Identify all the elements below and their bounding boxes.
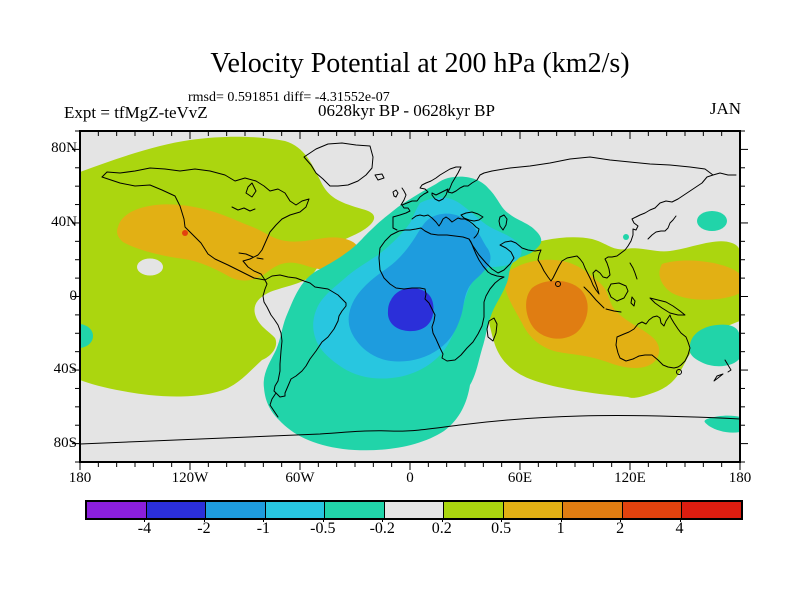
y-axis-tick-label: 80N [51,140,77,157]
y-axis-tick-label: 0 [69,287,78,304]
colorbar-boundary-tick [322,518,324,522]
colorbar-segment [265,502,326,518]
y-axis-tick-label: 40S [53,361,77,378]
contour-positive-north-america-atlantic [117,204,359,281]
x-axis-tick-label: 0 [406,470,414,486]
colorbar-boundary-tick [441,518,443,522]
case-comparison-label: 0628kyr BP - 0628kyr BP [318,101,495,120]
colorbar-segment [146,502,207,518]
colorbar-segment [622,502,683,518]
colorbar-boundary-label: -0.5 [310,520,336,537]
colorbar-boundary-label: 2 [616,520,625,537]
colorbar-boundary-tick [501,518,503,522]
colorbar-segment [444,502,504,518]
y-axis-tick-label: 80S [53,434,77,451]
contour-negative-spot-east-china [623,234,629,240]
x-axis-tick-label: 180 [68,470,92,486]
x-axis-tick-label: 60W [285,470,315,486]
colorbar-segment [206,502,266,518]
colorbar-boundary-label: 4 [675,520,684,537]
colorbar-segment [325,502,385,518]
coastlines [80,142,740,445]
plot-title: Velocity Potential at 200 hPa (km2/s) [210,48,630,79]
contour-neutral-hole-east-pacific [137,258,163,276]
colorbar-boundary-label: -0.2 [369,520,395,537]
x-axis-tick-label: 60E [507,470,533,486]
colorbar-segment [87,502,147,518]
colorbar-boundary-label: 1 [556,520,565,537]
contour-negative-spot-nw-pacific [697,211,727,231]
colorbar-boundary-label: -4 [137,520,152,537]
colorbar-boundary-tick [144,518,146,522]
contour-positive-west-pacific [659,260,740,300]
colorbar-boundary-tick [560,518,562,522]
stats-line: rmsd= 0.591851 diff= -4.31552e-07 [188,90,390,105]
world-contour-map [72,130,748,470]
colorbar-boundary-label: 0.2 [431,520,452,537]
colorbar [85,500,743,520]
colorbar-boundary-tick [679,518,681,522]
colorbar-boundary-label: 0.5 [491,520,512,537]
colorbar-boundary-tick [203,518,205,522]
contour-positive-core-indian-ocean [526,280,588,339]
experiment-label: Expt = tfMgZ-teVvZ [64,103,208,122]
map-frame [79,130,741,463]
colorbar-boundary-label: -2 [197,520,211,537]
colorbar-boundary-tick [382,518,384,522]
season-label: JAN [709,99,741,118]
colorbar-boundary-tick [620,518,622,522]
x-axis-tick-label: 120W [171,470,209,486]
colorbar-boundary-label: -1 [256,520,271,537]
colorbar-boundary-tick [263,518,265,522]
colorbar-segment [384,502,445,518]
colorbar-segment [503,502,564,518]
x-axis-tick-label: 180 [728,470,752,486]
contour-positive-spot-california [182,230,188,236]
contour-negative-spot-dateline [80,324,93,348]
y-axis-tick-label: 40N [51,213,77,230]
contour-negative-ross-sea [704,415,740,433]
x-axis-tick-label: 120E [614,470,646,486]
contour-negative-tasman-sea [689,324,740,367]
colorbar-segment [682,502,742,518]
contour-negative-core-gulf-of-guinea [387,288,434,332]
colorbar-segment [563,502,623,518]
